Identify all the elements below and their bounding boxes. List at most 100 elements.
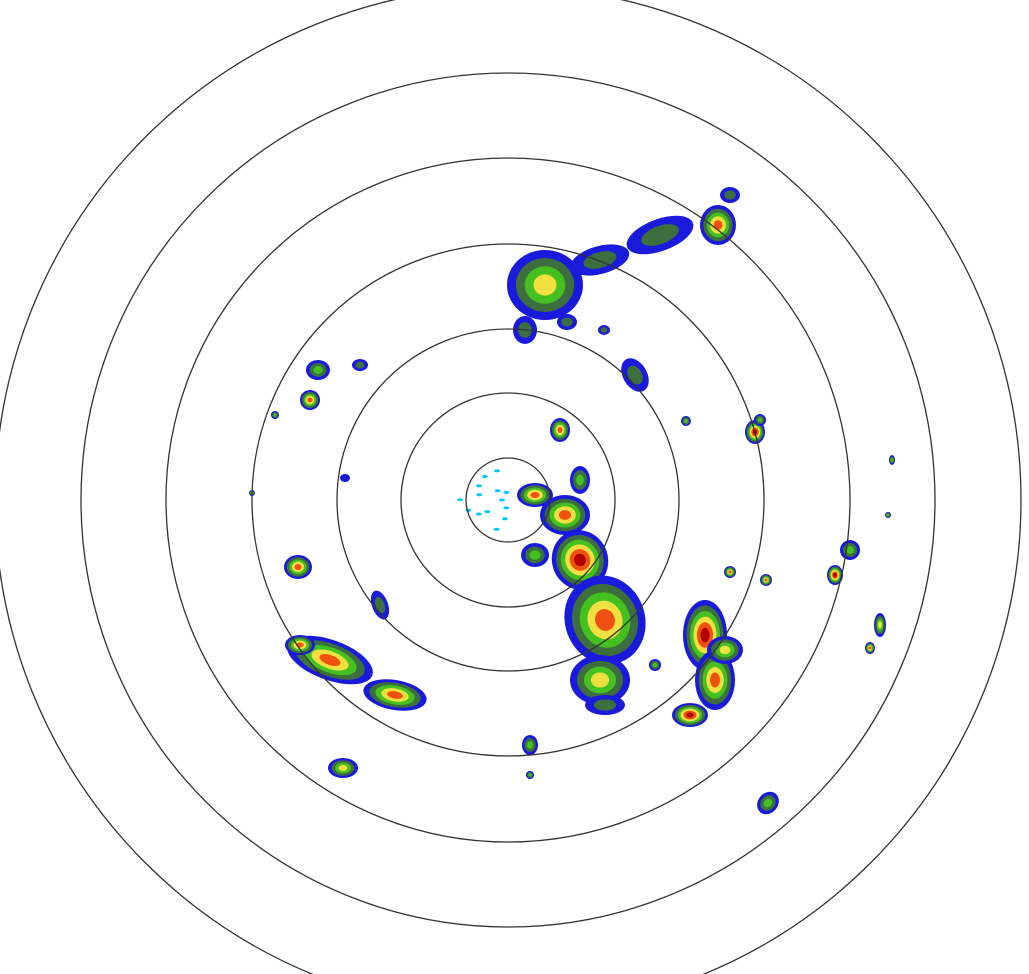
echo-level-4 <box>558 510 572 520</box>
range-ring-1 <box>465 457 551 543</box>
clutter-mark <box>494 489 501 493</box>
clutter-mark <box>481 475 488 479</box>
echo-cell <box>557 314 577 330</box>
clutter-mark <box>501 517 508 521</box>
echo-level-3 <box>878 621 882 629</box>
echo-level-4 <box>530 492 540 498</box>
echo-cell <box>306 360 330 380</box>
echo-level-4 <box>387 691 403 699</box>
clutter-mark <box>499 498 505 502</box>
echo-level-2 <box>273 413 277 417</box>
echo-cell <box>271 411 279 419</box>
echo-cell <box>550 418 570 442</box>
range-ring-5 <box>165 157 851 843</box>
range-ring-3 <box>336 328 680 672</box>
echo-cell <box>840 540 860 560</box>
echo-cell <box>720 187 740 203</box>
echo-level-4 <box>710 672 720 688</box>
echo-cell <box>526 771 534 779</box>
echo-cell <box>757 791 779 815</box>
echo-level-5 <box>574 553 586 567</box>
range-ring-2 <box>400 392 616 608</box>
echo-level-1 <box>593 699 617 711</box>
clutter-mark <box>494 469 501 473</box>
echo-cell <box>874 613 886 637</box>
echo-cell <box>540 495 590 535</box>
echo-cell <box>585 695 625 715</box>
echo-cell <box>827 565 843 585</box>
clutter-mark <box>503 490 510 494</box>
echo-cell <box>889 455 895 465</box>
echo-level-5 <box>700 627 710 643</box>
echo-cell <box>284 555 312 579</box>
echo-level-1 <box>355 361 365 369</box>
echo-level-1 <box>561 317 573 327</box>
echo-cell <box>370 590 390 620</box>
clutter-mark <box>475 512 482 516</box>
echo-cell <box>598 325 610 335</box>
echo-level-4 <box>868 646 872 650</box>
echo-level-4 <box>319 654 341 666</box>
echo-level-2 <box>526 741 534 749</box>
echo-cell <box>507 250 583 320</box>
echo-level-2 <box>890 458 894 462</box>
echo-level-4 <box>764 578 768 582</box>
echo-level-4 <box>713 220 723 230</box>
echo-cell <box>649 659 661 671</box>
range-ring-4 <box>251 243 765 757</box>
echo-level-0 <box>340 474 350 482</box>
echo-level-2 <box>528 773 532 777</box>
echo-level-1 <box>641 224 679 246</box>
echo-level-2 <box>529 550 541 560</box>
echo-cell <box>760 574 772 586</box>
echo-cell <box>681 416 691 426</box>
echo-level-2 <box>757 417 763 423</box>
echo-level-1 <box>600 327 608 333</box>
echo-level-2 <box>576 474 584 486</box>
echo-cell <box>621 358 649 392</box>
echo-level-2 <box>313 366 323 374</box>
echo-cell <box>724 566 736 578</box>
echo-level-2 <box>652 662 658 668</box>
echo-level-1 <box>724 190 736 200</box>
echo-cell <box>672 703 708 727</box>
echo-level-4 <box>557 427 563 433</box>
echo-cell <box>340 474 350 482</box>
echo-level-2 <box>763 798 773 808</box>
echo-cell <box>564 575 646 665</box>
echo-level-4 <box>307 397 313 403</box>
echo-cell <box>865 642 875 654</box>
range-ring-6 <box>80 72 936 928</box>
echo-cell <box>885 512 891 518</box>
echo-cell <box>300 390 320 410</box>
echo-cell <box>457 469 510 531</box>
clutter-mark <box>457 498 464 502</box>
echo-level-4 <box>595 609 615 631</box>
echo-cell <box>522 735 538 755</box>
echo-cell <box>707 636 743 664</box>
echo-cell <box>626 215 694 255</box>
clutter-mark <box>465 508 472 512</box>
echo-cell <box>695 650 735 710</box>
echo-level-2 <box>846 546 854 554</box>
echo-level-2 <box>886 513 890 517</box>
echo-cell <box>517 483 553 507</box>
echo-cell <box>285 635 315 655</box>
precipitation-echoes <box>249 187 895 815</box>
echo-cell <box>570 466 590 494</box>
clutter-mark <box>493 527 500 531</box>
clutter-mark <box>503 506 510 510</box>
clutter-mark <box>475 484 482 488</box>
echo-level-3 <box>338 764 348 772</box>
echo-cell <box>700 205 736 245</box>
echo-level-2 <box>684 419 688 423</box>
echo-cell <box>352 359 368 371</box>
echo-level-1 <box>627 365 643 385</box>
echo-level-4 <box>294 564 302 570</box>
echo-level-3 <box>719 645 731 655</box>
echo-cell <box>754 414 766 426</box>
echo-cell <box>521 543 549 567</box>
